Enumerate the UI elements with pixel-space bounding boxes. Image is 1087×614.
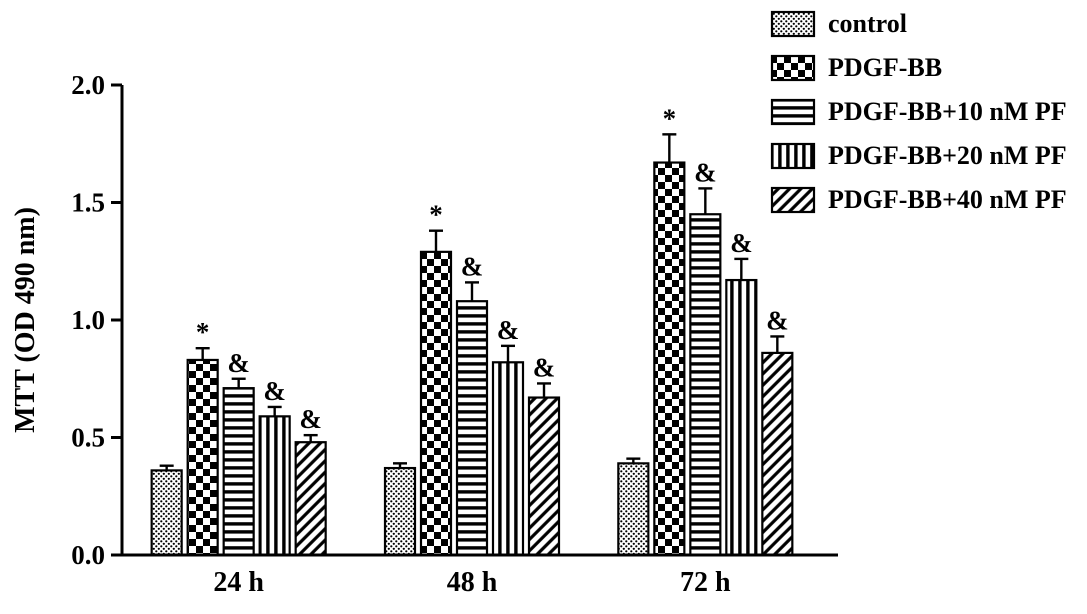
legend-label: control xyxy=(828,9,907,38)
significance-marker: * xyxy=(663,103,677,133)
y-axis-title: MTT (OD 490 nm) xyxy=(10,207,41,433)
significance-marker: & xyxy=(766,305,789,335)
y-tick-label: 0.5 xyxy=(71,423,105,453)
bar-horizontal-lines-72 h xyxy=(689,213,722,557)
significance-marker: & xyxy=(694,157,717,187)
bar-dense-dots-24 h xyxy=(150,469,183,557)
significance-marker: & xyxy=(730,228,753,258)
legend-swatch-diagonal-lines xyxy=(770,186,816,214)
significance-marker: * xyxy=(196,317,210,347)
bar-vertical-lines-72 h xyxy=(725,278,758,557)
bar-checkerboard-24 h xyxy=(186,358,219,557)
legend-swatch-horizontal-lines xyxy=(770,98,816,126)
bar-diagonal-lines-72 h xyxy=(761,351,794,557)
bar-vertical-lines-24 h xyxy=(258,415,291,557)
legend-swatch-vertical-lines xyxy=(770,142,816,170)
bar-vertical-lines-48 h xyxy=(491,361,525,557)
y-tick-label: 1.0 xyxy=(71,305,105,335)
y-tick-label: 0.0 xyxy=(71,540,105,570)
significance-marker: * xyxy=(429,200,443,230)
legend-label: PDGF-BB+10 nM PF xyxy=(828,97,1067,126)
legend-label: PDGF-BB+40 nM PF xyxy=(828,185,1067,214)
y-tick-label: 1.5 xyxy=(71,188,105,218)
significance-marker: & xyxy=(461,251,484,281)
bar-horizontal-lines-48 h xyxy=(455,300,489,557)
bar-diagonal-lines-24 h xyxy=(294,441,327,557)
bar-checkerboard-72 h xyxy=(653,161,686,557)
significance-marker: & xyxy=(299,404,322,434)
bar-horizontal-lines-24 h xyxy=(222,387,255,557)
category-label: 48 h xyxy=(447,567,498,598)
legend-swatch-checkerboard xyxy=(770,54,816,82)
y-tick-label: 2.0 xyxy=(71,70,105,100)
significance-marker: & xyxy=(263,376,286,406)
significance-marker: & xyxy=(227,348,250,378)
bar-diagonal-lines-48 h xyxy=(527,396,561,557)
bar-dense-dots-48 h xyxy=(383,466,417,557)
significance-marker: & xyxy=(497,315,520,345)
category-label: 24 h xyxy=(213,567,264,598)
legend-swatch-dense-dots xyxy=(770,10,816,38)
category-label: 72 h xyxy=(680,567,731,598)
significance-marker: & xyxy=(533,352,556,382)
bar-dense-dots-72 h xyxy=(617,462,650,557)
bar-checkerboard-48 h xyxy=(419,250,453,557)
legend-label: PDGF-BB+20 nM PF xyxy=(828,141,1067,170)
legend-label: PDGF-BB xyxy=(828,53,942,82)
